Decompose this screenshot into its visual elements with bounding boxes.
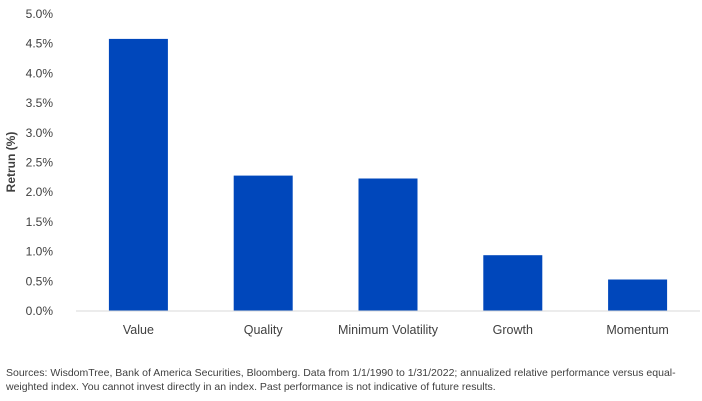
y-tick-label: 5.0% (26, 7, 54, 21)
x-category-label: Momentum (606, 323, 669, 337)
x-category-label: Minimum Volatility (338, 323, 439, 337)
bars-group (108, 38, 668, 312)
y-tick-label: 1.5% (26, 215, 54, 229)
y-tick-label: 2.5% (26, 156, 54, 170)
bar-value (108, 38, 168, 312)
chart-canvas: Retrun (%) 0.0% 0.5% 1.0% 1.5% 2.0% 2.5% 3.0% 3… (4, 7, 700, 337)
y-tick-label: 2.0% (26, 185, 54, 199)
x-category-label: Quality (244, 323, 284, 337)
y-tick-label: 4.5% (26, 37, 54, 51)
y-tick-label: 0.5% (26, 274, 54, 288)
bar-quality (233, 175, 293, 311)
y-tick-label: 3.0% (26, 126, 54, 140)
bar-growth (483, 255, 543, 311)
y-tick-label: 3.5% (26, 96, 54, 110)
y-tick-label: 0.0% (26, 304, 54, 318)
x-category-label: Value (123, 323, 154, 337)
x-category-label: Growth (493, 323, 533, 337)
y-axis-title: Retrun (%) (4, 132, 18, 193)
bar-minimum-volatility (358, 178, 418, 311)
y-axis-ticks: 0.0% 0.5% 1.0% 1.5% 2.0% 2.5% 3.0% 3.5% 4.0% 4.5%… (26, 7, 54, 318)
x-axis-labels: Value Quality Minimum Volatility Growth Mome… (123, 323, 669, 337)
y-tick-label: 4.0% (26, 66, 54, 80)
bar-chart: Retrun (%) 0.0% 0.5% 1.0% 1.5% 2.0% 2.5% 3.0% 3… (4, 7, 700, 337)
y-tick-label: 1.0% (26, 245, 54, 259)
source-footnote: Sources: WisdomTree, Bank of America Sec… (6, 367, 676, 393)
bar-momentum (608, 279, 668, 311)
